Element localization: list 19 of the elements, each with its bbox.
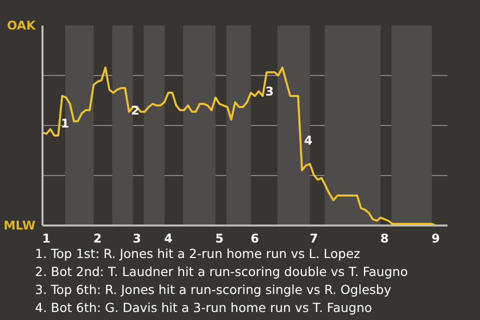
x-tick-label: 6 [250,232,260,246]
x-tick-label: 5 [215,232,224,246]
text: 4. Bot 6th: G. Davis hit a 3-run home run vs T. Faugno [35,300,372,315]
annotation: 4 [304,134,312,148]
text: 2. Bot 2nd: T. Laudner hit a run-scoring double vs T. Faugno [35,264,408,279]
text: 1. Top 1st: R. Jones hit a 2-run home run vs L. Lopez [35,246,360,261]
x-tick-label: 9 [432,232,440,246]
annotation: 2 [131,104,140,118]
x-tick-label: 4 [164,232,173,246]
x-tick-label: 2 [93,232,102,246]
annotation: 3 [265,84,274,99]
text: 3. Top 6th: R. Jones hit a run-scoring single vs R. Oglesby [35,282,392,297]
x-tick-label: 3 [132,232,142,246]
x-tick-label: 7 [310,232,318,246]
text: OAK [7,18,36,32]
annotation: 1 [60,116,70,130]
x-tick-label: 8 [380,232,389,246]
text: MLW [4,218,36,232]
x-tick-label: 1 [42,232,51,246]
